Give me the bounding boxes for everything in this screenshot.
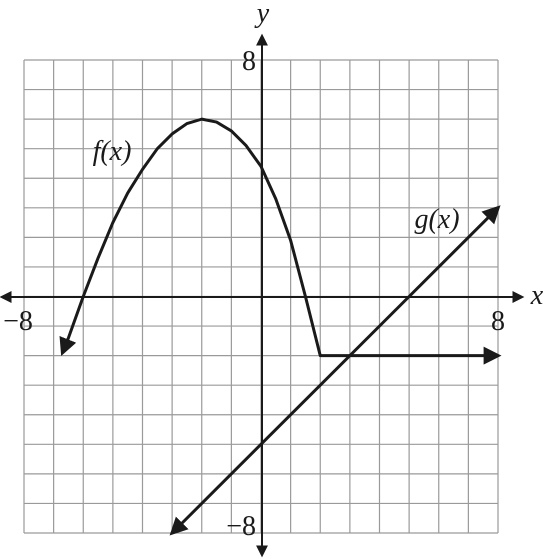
x-tick-label: 8	[491, 306, 505, 337]
y-axis-label: y	[254, 0, 270, 29]
series-label: g(x)	[414, 204, 459, 235]
x-tick-label: −8	[3, 306, 33, 337]
curve	[169, 205, 501, 536]
labels: −8 8 −8 8 f(x) g(x)	[3, 46, 505, 542]
series-label: f(x)	[93, 136, 132, 167]
curves	[59, 117, 502, 536]
x-axis-label: x	[530, 280, 544, 311]
y-tick-label: −8	[226, 511, 256, 542]
y-tick-label: 8	[242, 46, 256, 77]
